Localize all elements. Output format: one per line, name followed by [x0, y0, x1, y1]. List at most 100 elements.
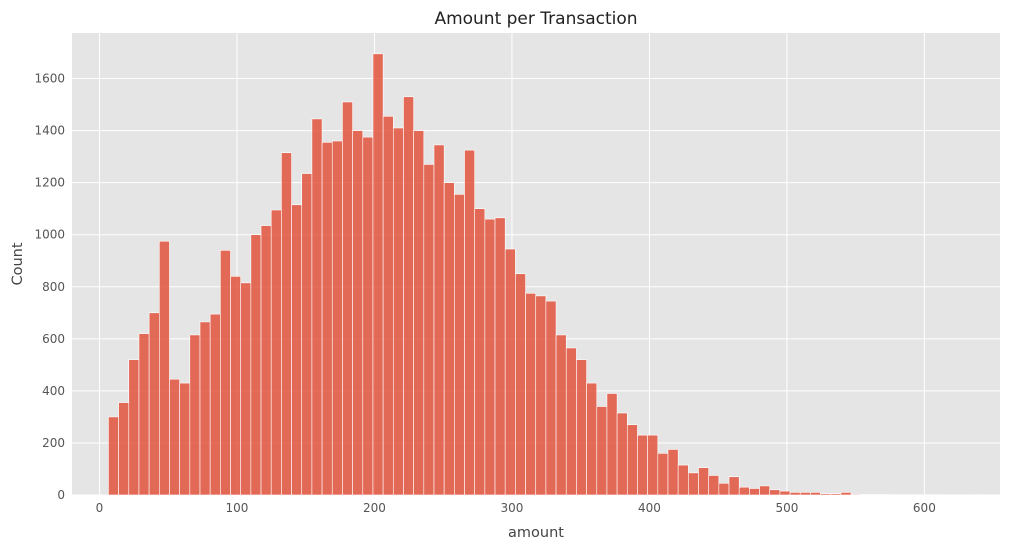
- x-tick-label: 500: [775, 501, 798, 515]
- histogram-bar: [434, 145, 444, 495]
- histogram-bar: [454, 194, 464, 495]
- y-tick-label: 200: [42, 436, 65, 450]
- histogram-bar: [332, 141, 342, 495]
- histogram-bar: [414, 131, 424, 495]
- chart-title: Amount per Transaction: [434, 9, 637, 29]
- histogram-bar: [119, 403, 129, 495]
- histogram-bar: [403, 97, 413, 495]
- histogram-bar: [149, 313, 159, 495]
- x-tick-label: 400: [638, 501, 661, 515]
- y-tick-label: 1000: [34, 228, 65, 242]
- x-tick-label: 200: [363, 501, 386, 515]
- histogram-bar: [251, 235, 261, 495]
- x-axis-ticks: 0 100 200 300 400 500 600: [96, 501, 936, 515]
- histogram-bar: [108, 417, 118, 495]
- histogram-bar: [719, 483, 729, 495]
- histogram-bar: [515, 274, 525, 495]
- histogram-bar: [536, 296, 546, 495]
- histogram-bar: [760, 486, 770, 495]
- histogram-bar: [871, 494, 881, 495]
- histogram-bar: [312, 119, 322, 495]
- histogram-bar: [739, 487, 749, 495]
- histogram-bar: [627, 425, 637, 495]
- x-tick-label: 100: [226, 501, 249, 515]
- histogram-bar: [637, 435, 647, 495]
- histogram-bar: [139, 334, 149, 495]
- histogram-bar: [699, 468, 709, 495]
- y-tick-label: 1600: [34, 72, 65, 86]
- histogram-bar: [861, 494, 871, 495]
- histogram-bar: [749, 488, 759, 495]
- y-tick-label: 0: [57, 488, 65, 502]
- y-axis-ticks: 0 200 400 600 800 1000 1200 1400 1600: [34, 72, 65, 502]
- histogram-bar: [200, 322, 210, 495]
- histogram-bar: [821, 494, 831, 495]
- histogram-bar: [790, 492, 800, 495]
- y-tick-label: 1400: [34, 124, 65, 138]
- histogram-bar: [292, 205, 302, 495]
- histogram-bar: [231, 276, 241, 495]
- histogram-bar: [342, 102, 352, 495]
- histogram-bar: [281, 153, 291, 495]
- histogram-bar: [180, 383, 190, 495]
- y-tick-label: 400: [42, 384, 65, 398]
- histogram-bar: [709, 475, 719, 495]
- histogram-bar: [465, 150, 475, 495]
- histogram-bar: [770, 490, 780, 495]
- histogram-bar: [882, 494, 892, 495]
- histogram-bar: [658, 453, 668, 495]
- x-tick-label: 600: [913, 501, 936, 515]
- x-axis-label: amount: [508, 525, 564, 541]
- histogram-bar: [261, 226, 271, 495]
- histogram-bar: [495, 218, 505, 495]
- histogram-bar: [220, 250, 230, 495]
- histogram-bar: [241, 283, 251, 495]
- histogram-bar: [780, 491, 790, 495]
- histogram-bar: [271, 210, 281, 495]
- x-tick-label: 300: [500, 501, 523, 515]
- histogram-bar: [688, 473, 698, 495]
- histogram-bar: [210, 314, 220, 495]
- y-tick-label: 600: [42, 332, 65, 346]
- histogram-bar: [566, 348, 576, 495]
- y-tick-label: 800: [42, 280, 65, 294]
- histogram-bar: [617, 413, 627, 495]
- histogram-bar: [597, 407, 607, 495]
- histogram-bar: [546, 301, 556, 495]
- histogram-bar: [363, 137, 373, 495]
- histogram-bar: [831, 494, 841, 495]
- histogram-bar: [648, 435, 658, 495]
- histogram-bar: [373, 54, 383, 495]
- histogram-bar: [322, 142, 332, 495]
- histogram-bar: [841, 492, 851, 495]
- histogram-bar: [729, 477, 739, 495]
- histogram-bar: [475, 209, 485, 495]
- histogram-bar: [607, 393, 617, 495]
- histogram-bar: [169, 379, 179, 495]
- histogram-bar: [505, 249, 515, 495]
- histogram-bar: [810, 492, 820, 495]
- histogram-bar: [159, 241, 169, 495]
- y-tick-label: 1200: [34, 176, 65, 190]
- histogram-bar: [526, 293, 536, 495]
- histogram-bar: [444, 183, 454, 495]
- histogram-bar: [587, 383, 597, 495]
- histogram-bar: [576, 360, 586, 495]
- histogram-bar: [851, 494, 861, 495]
- histogram-bar: [302, 174, 312, 495]
- histogram-bar: [129, 360, 139, 495]
- y-axis-label: Count: [10, 242, 26, 285]
- x-tick-label: 0: [96, 501, 104, 515]
- histogram-bar: [556, 335, 566, 495]
- histogram-bar: [678, 465, 688, 495]
- histogram-bar: [668, 449, 678, 495]
- histogram-bar: [353, 131, 363, 495]
- histogram-bar: [424, 164, 434, 495]
- histogram-bar: [383, 116, 393, 495]
- histogram-bar: [485, 219, 495, 495]
- histogram-bar: [190, 335, 200, 495]
- histogram-bar: [393, 128, 403, 495]
- histogram-bar: [800, 492, 810, 495]
